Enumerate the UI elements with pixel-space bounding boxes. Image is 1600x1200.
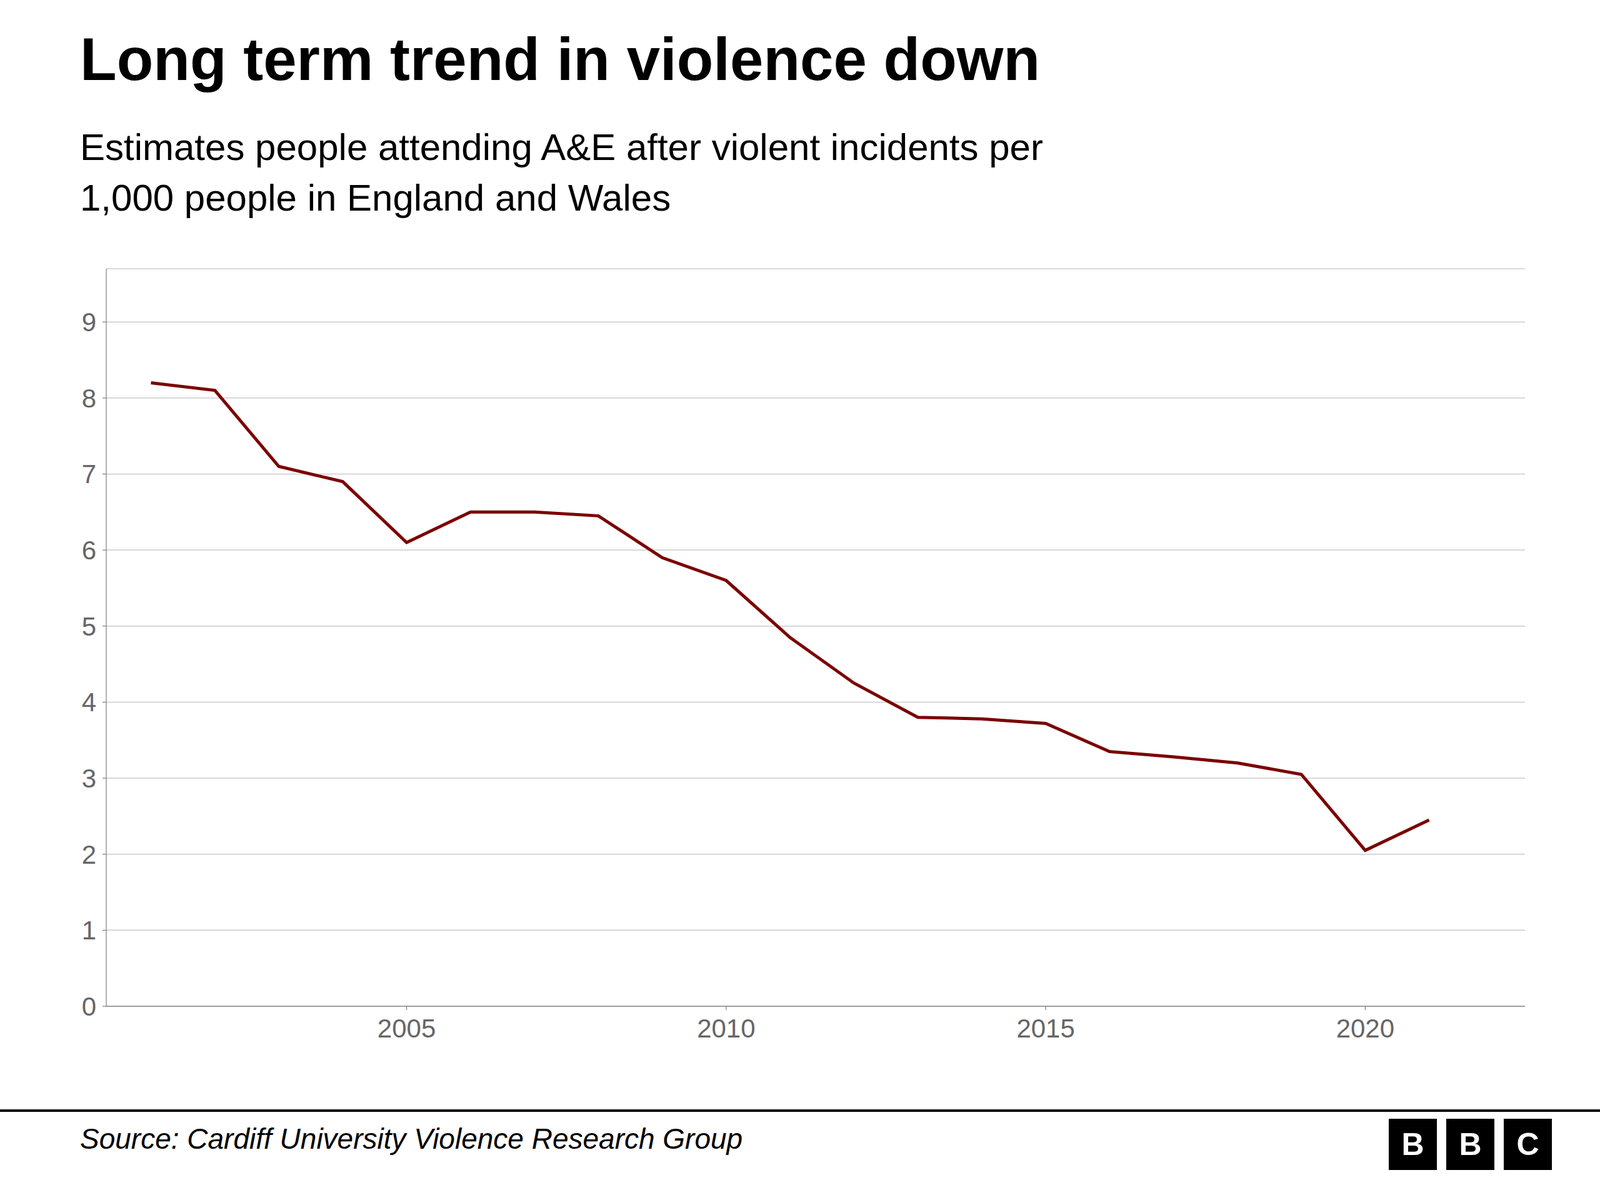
- svg-text:9: 9: [81, 307, 97, 337]
- svg-text:3: 3: [81, 763, 97, 794]
- svg-text:2015: 2015: [1016, 1013, 1075, 1044]
- svg-text:8: 8: [81, 383, 97, 414]
- html-text:Estimates people attending A&E: Estimates people attending A&E after vio…: [80, 126, 1044, 169]
- svg-text:1: 1: [81, 915, 97, 945]
- html-text:1,000 people in England and Wa: 1,000 people in England and Wales: [80, 176, 671, 219]
- svg-text:6: 6: [81, 535, 97, 565]
- svg-text:2020: 2020: [1336, 1013, 1395, 1044]
- svg-text:4: 4: [81, 687, 97, 717]
- html-text:Source: Cardiff University Vio: Source: Cardiff University Violence Rese…: [80, 1122, 743, 1155]
- html-text:B: B: [1459, 1126, 1482, 1162]
- html-text:Long term trend in violence do: Long term trend in violence down: [80, 25, 1041, 93]
- svg-text:0: 0: [81, 991, 97, 1022]
- html-text:C: C: [1516, 1126, 1540, 1162]
- svg-text:2010: 2010: [696, 1013, 755, 1044]
- svg-text:2: 2: [81, 840, 97, 870]
- svg-text:2005: 2005: [377, 1013, 436, 1044]
- svg-text:5: 5: [81, 611, 97, 642]
- svg-text:7: 7: [81, 459, 97, 489]
- html-text:B: B: [1401, 1126, 1425, 1162]
